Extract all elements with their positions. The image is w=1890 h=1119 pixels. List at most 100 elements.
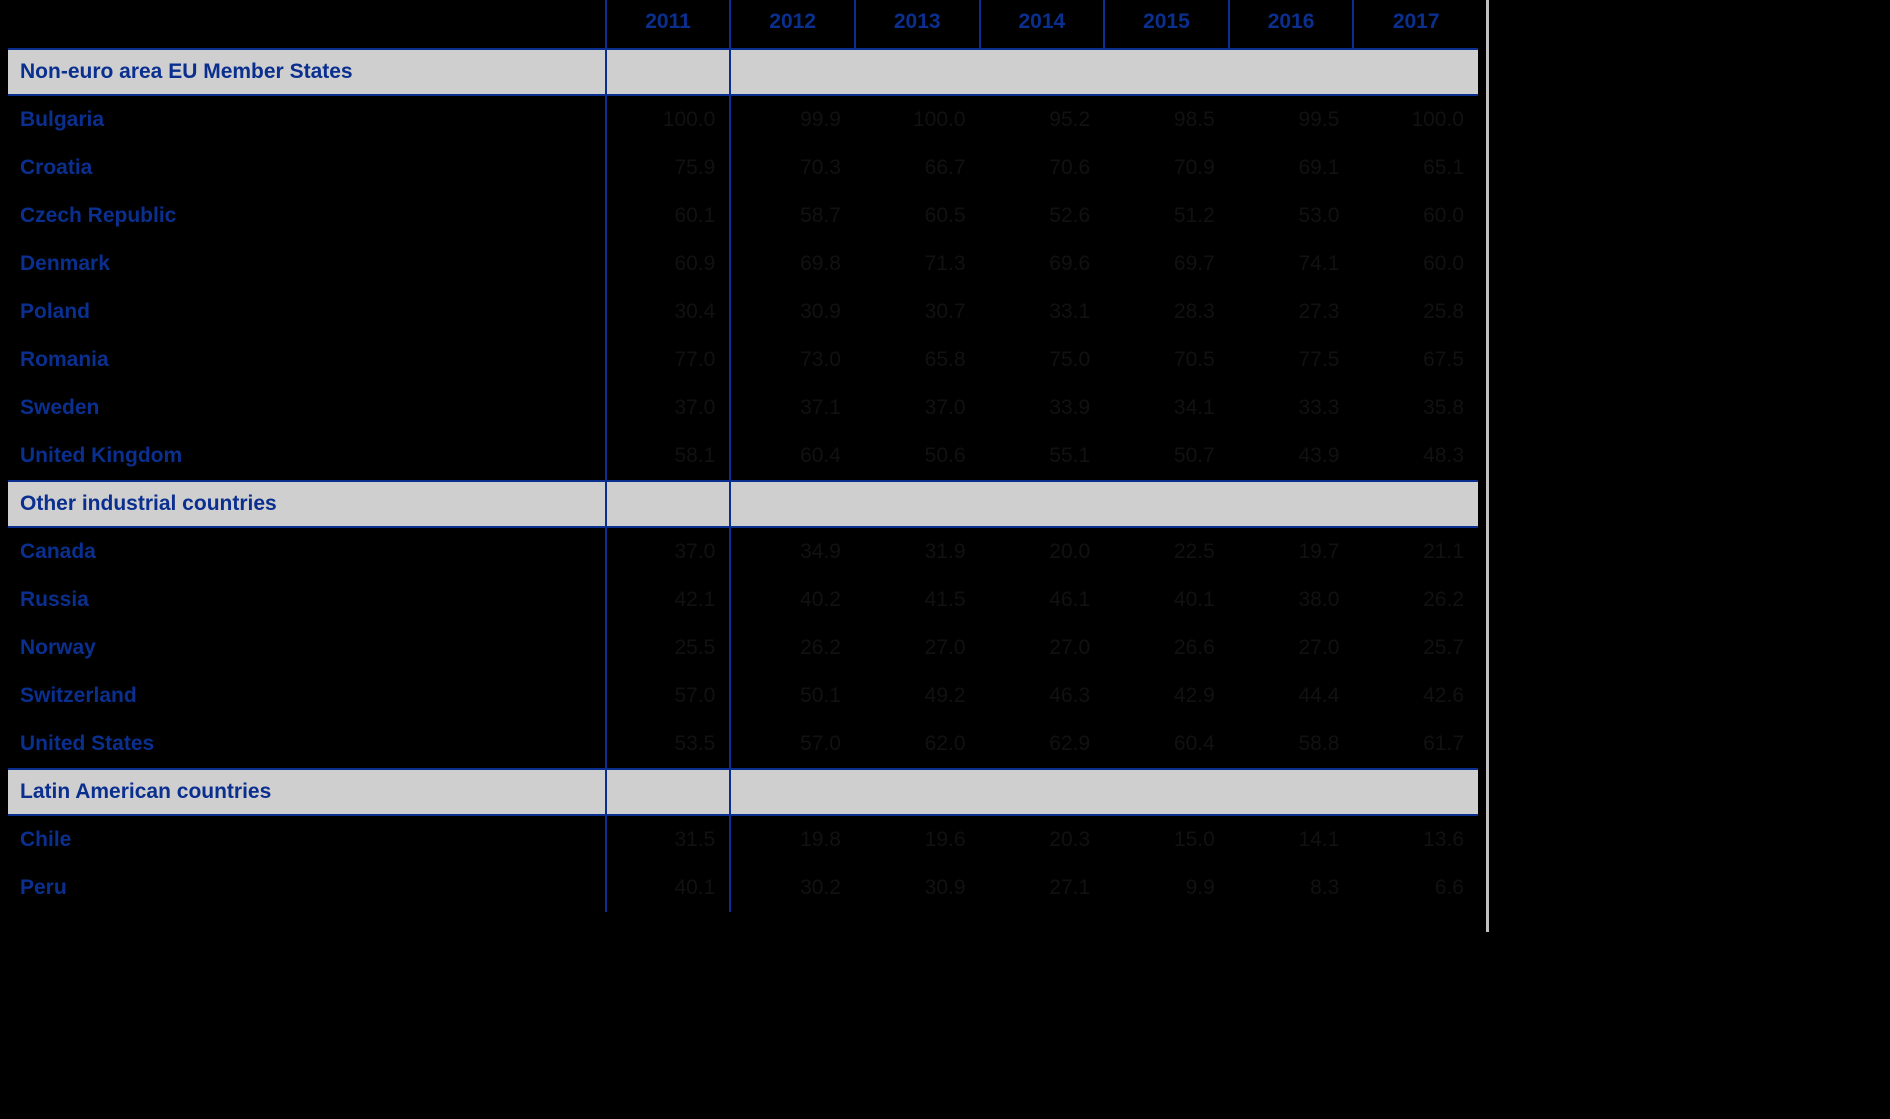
cell-value: 42.9 — [1104, 672, 1229, 720]
row-label: Croatia — [8, 144, 606, 192]
section-title: Latin American countries — [8, 769, 606, 815]
row-label: Canada — [8, 527, 606, 576]
cell-value: 58.7 — [730, 192, 855, 240]
cell-value: 25.7 — [1353, 624, 1478, 672]
table-row: Switzerland57.050.149.246.342.944.442.6 — [8, 672, 1478, 720]
cell-value: 37.1 — [730, 384, 855, 432]
cell-value: 77.5 — [1229, 336, 1354, 384]
header-year: 2017 — [1353, 0, 1478, 49]
cell-value: 40.2 — [730, 576, 855, 624]
row-label: Bulgaria — [8, 95, 606, 144]
cell-value: 13.6 — [1353, 815, 1478, 864]
cell-value: 62.9 — [980, 720, 1105, 769]
cell-value: 53.0 — [1229, 192, 1354, 240]
cell-value: 95.2 — [980, 95, 1105, 144]
section-header: Other industrial countries — [8, 481, 1478, 527]
cell-value: 69.1 — [1229, 144, 1354, 192]
table-row: Norway25.526.227.027.026.627.025.7 — [8, 624, 1478, 672]
cell-value: 22.5 — [1104, 527, 1229, 576]
cell-value: 6.6 — [1353, 864, 1478, 912]
table-row: Czech Republic60.158.760.552.651.253.060… — [8, 192, 1478, 240]
table-row: United Kingdom58.160.450.655.150.743.948… — [8, 432, 1478, 481]
cell-value: 41.5 — [855, 576, 980, 624]
cell-value: 20.3 — [980, 815, 1105, 864]
header-year: 2016 — [1229, 0, 1354, 49]
cell-value: 100.0 — [855, 95, 980, 144]
cell-value: 65.1 — [1353, 144, 1478, 192]
cell-value: 50.1 — [730, 672, 855, 720]
table-row: Romania77.073.065.875.070.577.567.5 — [8, 336, 1478, 384]
cell-value: 33.3 — [1229, 384, 1354, 432]
cell-value: 60.0 — [1353, 240, 1478, 288]
cell-value: 100.0 — [1353, 95, 1478, 144]
row-label: United States — [8, 720, 606, 769]
cell-value: 75.0 — [980, 336, 1105, 384]
section-spacer — [730, 49, 1478, 95]
cell-value: 30.4 — [606, 288, 731, 336]
cell-value: 66.7 — [855, 144, 980, 192]
row-label: Romania — [8, 336, 606, 384]
cell-value: 99.9 — [730, 95, 855, 144]
header-year: 2014 — [980, 0, 1105, 49]
cell-value: 48.3 — [1353, 432, 1478, 481]
cell-value: 9.9 — [1104, 864, 1229, 912]
table-row: Canada37.034.931.920.022.519.721.1 — [8, 527, 1478, 576]
table-row: Croatia75.970.366.770.670.969.165.1 — [8, 144, 1478, 192]
cell-value: 70.9 — [1104, 144, 1229, 192]
row-label: United Kingdom — [8, 432, 606, 481]
table-row: United States53.557.062.062.960.458.861.… — [8, 720, 1478, 769]
cell-value: 40.1 — [606, 864, 731, 912]
cell-value: 43.9 — [1229, 432, 1354, 481]
cell-value: 27.0 — [980, 624, 1105, 672]
table-row: Chile31.519.819.620.315.014.113.6 — [8, 815, 1478, 864]
section-spacer — [730, 481, 1478, 527]
cell-value: 60.4 — [1104, 720, 1229, 769]
cell-value: 60.9 — [606, 240, 731, 288]
header-blank — [8, 0, 606, 49]
header-year: 2012 — [730, 0, 855, 49]
header-row: 2011 2012 2013 2014 2015 2016 2017 — [8, 0, 1478, 49]
cell-value: 15.0 — [1104, 815, 1229, 864]
cell-value: 37.0 — [855, 384, 980, 432]
cell-value: 60.4 — [730, 432, 855, 481]
cell-value: 35.8 — [1353, 384, 1478, 432]
cell-value: 65.8 — [855, 336, 980, 384]
cell-value: 60.5 — [855, 192, 980, 240]
cell-value: 77.0 — [606, 336, 731, 384]
cell-value: 67.5 — [1353, 336, 1478, 384]
cell-value: 49.2 — [855, 672, 980, 720]
row-label: Switzerland — [8, 672, 606, 720]
cell-value: 34.9 — [730, 527, 855, 576]
cell-value: 27.0 — [1229, 624, 1354, 672]
table-row: Poland30.430.930.733.128.327.325.8 — [8, 288, 1478, 336]
table-row: Denmark60.969.871.369.669.774.160.0 — [8, 240, 1478, 288]
table-row: Sweden37.037.137.033.934.133.335.8 — [8, 384, 1478, 432]
cell-value: 60.1 — [606, 192, 731, 240]
cell-value: 8.3 — [1229, 864, 1354, 912]
section-header: Non-euro area EU Member States — [8, 49, 1478, 95]
cell-value: 61.7 — [1353, 720, 1478, 769]
row-label: Russia — [8, 576, 606, 624]
cell-value: 51.2 — [1104, 192, 1229, 240]
cell-value: 57.0 — [606, 672, 731, 720]
cell-value: 31.9 — [855, 527, 980, 576]
cell-value: 30.9 — [855, 864, 980, 912]
section-title: Other industrial countries — [8, 481, 606, 527]
cell-value: 25.8 — [1353, 288, 1478, 336]
cell-value: 27.3 — [1229, 288, 1354, 336]
cell-value: 50.7 — [1104, 432, 1229, 481]
row-label: Chile — [8, 815, 606, 864]
cell-value: 31.5 — [606, 815, 731, 864]
cell-value: 44.4 — [1229, 672, 1354, 720]
table-row: Bulgaria100.099.9100.095.298.599.5100.0 — [8, 95, 1478, 144]
cell-value: 50.6 — [855, 432, 980, 481]
row-label: Czech Republic — [8, 192, 606, 240]
cell-value: 46.1 — [980, 576, 1105, 624]
cell-value: 30.7 — [855, 288, 980, 336]
cell-value: 37.0 — [606, 527, 731, 576]
cell-value: 100.0 — [606, 95, 731, 144]
table-row: Russia42.140.241.546.140.138.026.2 — [8, 576, 1478, 624]
cell-value: 37.0 — [606, 384, 731, 432]
section-header: Latin American countries — [8, 769, 1478, 815]
section-spacer — [606, 769, 731, 815]
